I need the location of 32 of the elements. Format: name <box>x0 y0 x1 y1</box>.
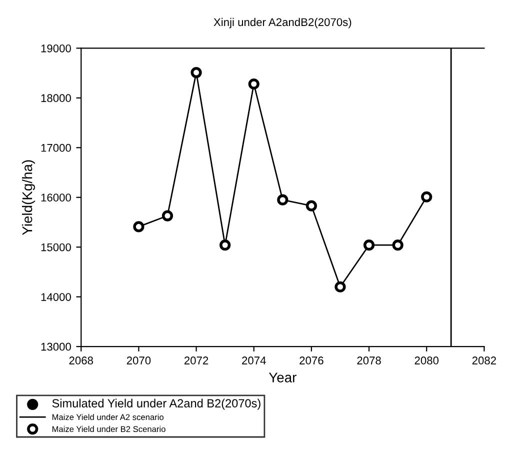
point <box>363 240 375 251</box>
point <box>421 191 432 202</box>
x-tick-label: 2074 <box>242 356 266 364</box>
point <box>133 221 144 232</box>
point <box>248 78 260 90</box>
point <box>334 281 346 292</box>
y-tick-label: 14000 <box>41 293 71 301</box>
x-tick-label: 2076 <box>300 356 324 364</box>
y-tick-label: 18000 <box>41 94 71 102</box>
x-tick-label: 2078 <box>357 356 381 364</box>
y-tick-label: 19000 <box>41 44 71 52</box>
y-tick-label: 17000 <box>41 144 71 152</box>
x-tick-label: 2080 <box>414 356 439 364</box>
y-tick-label: 16000 <box>41 194 71 202</box>
legend-title: Simulated Yield under A2and B2(2070s) <box>52 398 260 410</box>
y-tick-label: 13000 <box>41 342 71 351</box>
legend-label: Maize Yield under B2 Scenario <box>52 426 166 432</box>
point <box>162 210 174 222</box>
x-tick-label: 2082 <box>472 356 496 364</box>
x-axis-title: Year <box>268 372 296 382</box>
x-tick-label: 2072 <box>184 356 208 364</box>
chart-title: Xinji under A2andB2(2070s) <box>214 18 352 28</box>
legend-label: Maize Yield under A2 scenario <box>52 414 164 420</box>
point <box>190 67 202 78</box>
point <box>306 200 317 212</box>
x-tick-label: 2068 <box>69 356 93 364</box>
y-axis-title: Yield(Kg/ha) <box>22 160 35 236</box>
point <box>277 194 288 206</box>
point <box>392 240 404 251</box>
y-tick-label: 15000 <box>41 243 71 252</box>
point <box>220 240 231 251</box>
x-tick-label: 2070 <box>126 356 151 364</box>
